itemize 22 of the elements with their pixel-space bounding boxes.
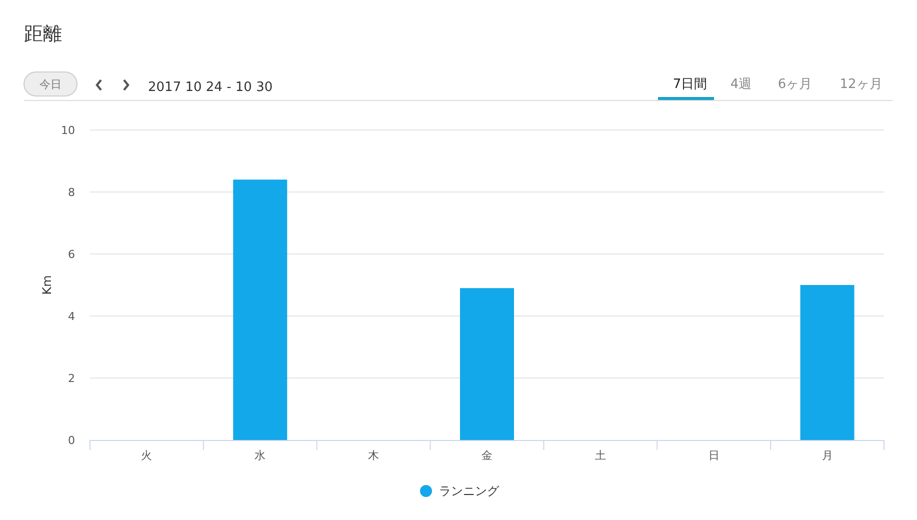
x-tick-label: 金: [482, 449, 492, 462]
x-tick-label: 水: [254, 449, 266, 462]
title: 距離: [24, 23, 62, 45]
legend-label: ランニング: [439, 484, 500, 498]
x-tick-label: 火: [141, 449, 152, 462]
y-tick-label: 6: [68, 248, 75, 261]
y-tick-label: 10: [61, 124, 75, 137]
x-tick-label: 土: [594, 449, 606, 462]
x-tick-label: 木: [368, 449, 380, 462]
text: 今日: [40, 78, 62, 91]
text: 2017 10 24 - 10 30: [148, 80, 273, 95]
y-tick-label: 4: [68, 310, 75, 323]
text: 4週: [730, 77, 752, 92]
x-tick-label: 月: [822, 449, 833, 462]
x-tick-label: 日: [708, 449, 720, 462]
y-tick-label: 0: [68, 434, 75, 447]
y-tick-label: 2: [68, 372, 75, 385]
text: 7日間: [672, 77, 708, 92]
text: 6ヶ月: [778, 77, 812, 92]
text: 12ヶ月: [840, 77, 882, 92]
y-tick-label: 8: [68, 186, 75, 199]
y-axis-title: Km: [40, 275, 54, 295]
